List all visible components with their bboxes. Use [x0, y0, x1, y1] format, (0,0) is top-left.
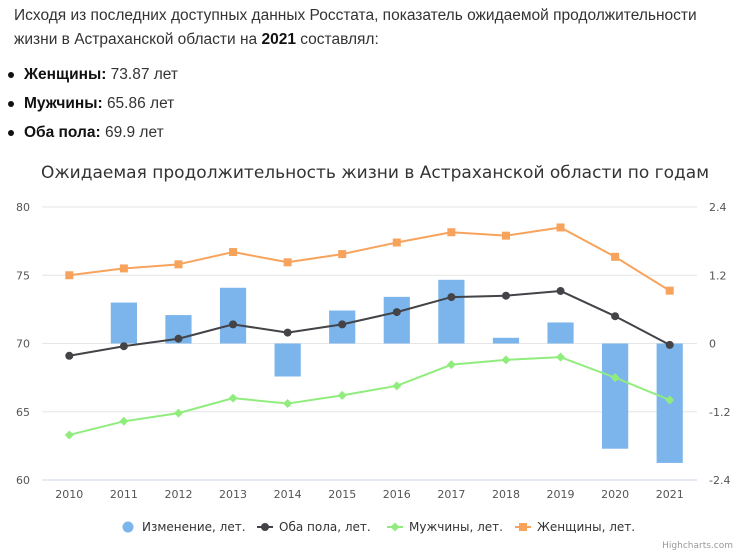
data-point[interactable] [665, 340, 674, 349]
data-point[interactable] [119, 416, 129, 426]
chart-credit[interactable]: Highcharts.com [662, 541, 733, 551]
series-line [69, 289, 671, 357]
data-point[interactable] [228, 393, 238, 403]
x-tick-label: 2013 [219, 488, 247, 501]
intro-paragraph: Исходя из последних доступных данных Рос… [14, 4, 729, 52]
data-point[interactable] [392, 381, 402, 391]
data-point[interactable] [283, 328, 292, 337]
data-point[interactable] [392, 308, 401, 317]
intro-text-end: составлял: [295, 31, 379, 48]
legend-label[interactable]: Женщины, лет. [537, 520, 635, 534]
legend-symbol[interactable] [390, 522, 400, 532]
y-right-tick-label: 2.4 [709, 201, 727, 214]
stat-men-label: Мужчины: [24, 95, 103, 112]
stat-men-value: 65.86 лет [106, 95, 175, 112]
change-bar[interactable] [219, 287, 247, 344]
data-point[interactable] [119, 264, 128, 273]
data-point[interactable] [392, 238, 401, 247]
data-point[interactable] [229, 248, 238, 257]
data-point[interactable] [283, 258, 292, 267]
stat-men: Мужчины: 65.86 лет [8, 89, 178, 118]
legend-symbol[interactable] [519, 523, 527, 531]
x-tick-label: 2021 [656, 488, 684, 501]
data-point[interactable] [447, 228, 456, 237]
y-right-tick-label: 1.2 [709, 269, 727, 282]
data-point[interactable] [338, 320, 347, 329]
chart-legend[interactable]: Изменение, лет. Оба пола, лет. Мужчины, ле… [122, 520, 636, 534]
stat-women-label: Женщины: [24, 66, 107, 83]
change-bars [110, 279, 683, 463]
legend-label[interactable]: Изменение, лет. [142, 520, 246, 534]
change-bar[interactable] [547, 322, 574, 344]
data-point[interactable] [611, 252, 620, 261]
x-tick-label: 2018 [492, 488, 520, 501]
data-point[interactable] [665, 395, 675, 405]
data-point[interactable] [173, 408, 183, 418]
legend-symbol[interactable] [261, 523, 269, 531]
y-left-tick-label: 65 [16, 406, 30, 419]
data-point[interactable] [229, 320, 238, 329]
intro-text-start: Исходя из последних доступных данных Рос… [14, 7, 697, 48]
x-tick-label: 2017 [437, 488, 465, 501]
data-point[interactable] [283, 399, 293, 409]
stat-both-label: Оба пола: [24, 124, 101, 141]
data-point[interactable] [119, 342, 128, 351]
change-bar[interactable] [438, 279, 465, 344]
data-point[interactable] [174, 334, 183, 343]
x-tick-label: 2020 [601, 488, 629, 501]
legend-symbol[interactable] [122, 521, 134, 533]
x-tick-label: 2011 [110, 488, 138, 501]
chart-axes: 60 65 70 75 80 -2.4 -1.2 0 1.2 2.4 2010 2011 2012 201… [16, 201, 730, 501]
data-point[interactable] [64, 430, 74, 440]
y-right-tick-label: -2.4 [709, 474, 730, 487]
data-point[interactable] [556, 223, 565, 232]
x-tick-label: 2019 [547, 488, 575, 501]
stat-women-value: 73.87 лет [110, 66, 179, 83]
intro-year: 2021 [261, 31, 296, 48]
legend-label[interactable]: Оба пола, лет. [279, 520, 371, 534]
stats-list: Женщины: 73.87 лет Мужчины: 65.86 лет Об… [8, 60, 178, 147]
data-point[interactable] [501, 355, 511, 365]
x-tick-label: 2012 [164, 488, 192, 501]
series-line [69, 356, 671, 436]
data-point[interactable] [65, 271, 74, 280]
data-point[interactable] [665, 286, 674, 295]
data-point[interactable] [610, 373, 620, 383]
change-bar[interactable] [110, 302, 137, 344]
change-bar[interactable] [602, 343, 629, 449]
chart-title: Ожидаемая продолжительность жизни в Астр… [41, 163, 709, 183]
data-point[interactable] [611, 312, 620, 321]
stat-both: Оба пола: 69.9 лет [8, 118, 178, 147]
data-point[interactable] [447, 293, 456, 302]
data-point[interactable] [556, 286, 565, 295]
y-left-tick-label: 75 [16, 269, 30, 282]
change-bar[interactable] [492, 337, 520, 344]
data-point[interactable] [446, 360, 456, 370]
data-point[interactable] [65, 351, 74, 360]
y-left-tick-label: 70 [16, 338, 30, 351]
data-point[interactable] [501, 291, 510, 300]
data-point[interactable] [337, 390, 347, 400]
stat-women: Женщины: 73.87 лет [8, 60, 178, 89]
x-tick-label: 2010 [55, 488, 83, 501]
change-bar[interactable] [383, 296, 410, 344]
series-line [69, 226, 671, 292]
change-bar[interactable] [274, 343, 301, 377]
data-point[interactable] [338, 250, 347, 259]
y-left-tick-label: 80 [16, 201, 30, 214]
data-point[interactable] [556, 352, 566, 362]
data-point[interactable] [174, 260, 183, 269]
chart-lines [64, 223, 675, 440]
x-tick-label: 2015 [328, 488, 356, 501]
y-right-tick-label: -1.2 [709, 406, 730, 419]
data-point[interactable] [501, 231, 510, 240]
legend-label[interactable]: Мужчины, лет. [409, 520, 503, 534]
y-left-tick-label: 60 [16, 474, 30, 487]
y-right-tick-label: 0 [709, 338, 716, 351]
stat-both-value: 69.9 лет [104, 124, 164, 141]
x-tick-label: 2016 [383, 488, 411, 501]
x-tick-label: 2014 [274, 488, 302, 501]
